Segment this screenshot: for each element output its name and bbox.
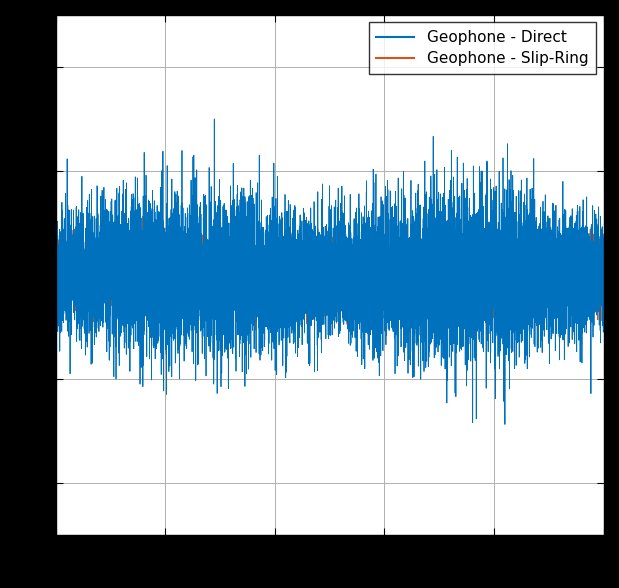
Geophone - Direct [320,253,327,260]
Geophone - Direct [210,115,218,122]
Geophone - Slip-Ring [54,299,62,306]
Geophone - Slip-Ring [252,326,259,333]
Geophone - Slip-Ring [160,257,167,264]
Geophone - Direct [159,273,167,280]
Geophone - Slip-Ring [320,289,327,296]
Line: Geophone - Direct: Geophone - Direct [56,119,604,425]
Geophone - Direct [571,220,578,228]
Geophone - Direct [85,286,92,293]
Legend: Geophone - Direct, Geophone - Slip-Ring: Geophone - Direct, Geophone - Slip-Ring [368,22,596,74]
Geophone - Slip-Ring [139,213,146,220]
Geophone - Direct [52,257,59,264]
Line: Geophone - Slip-Ring: Geophone - Slip-Ring [56,216,604,330]
Geophone - Direct [75,261,82,268]
Geophone - Slip-Ring [52,245,59,252]
Geophone - Slip-Ring [75,273,82,280]
Geophone - Direct [600,253,607,260]
Geophone - Direct [501,421,509,428]
Geophone - Direct [54,292,62,299]
Geophone - Slip-Ring [571,253,578,260]
Geophone - Slip-Ring [600,292,607,299]
Geophone - Slip-Ring [85,242,92,249]
